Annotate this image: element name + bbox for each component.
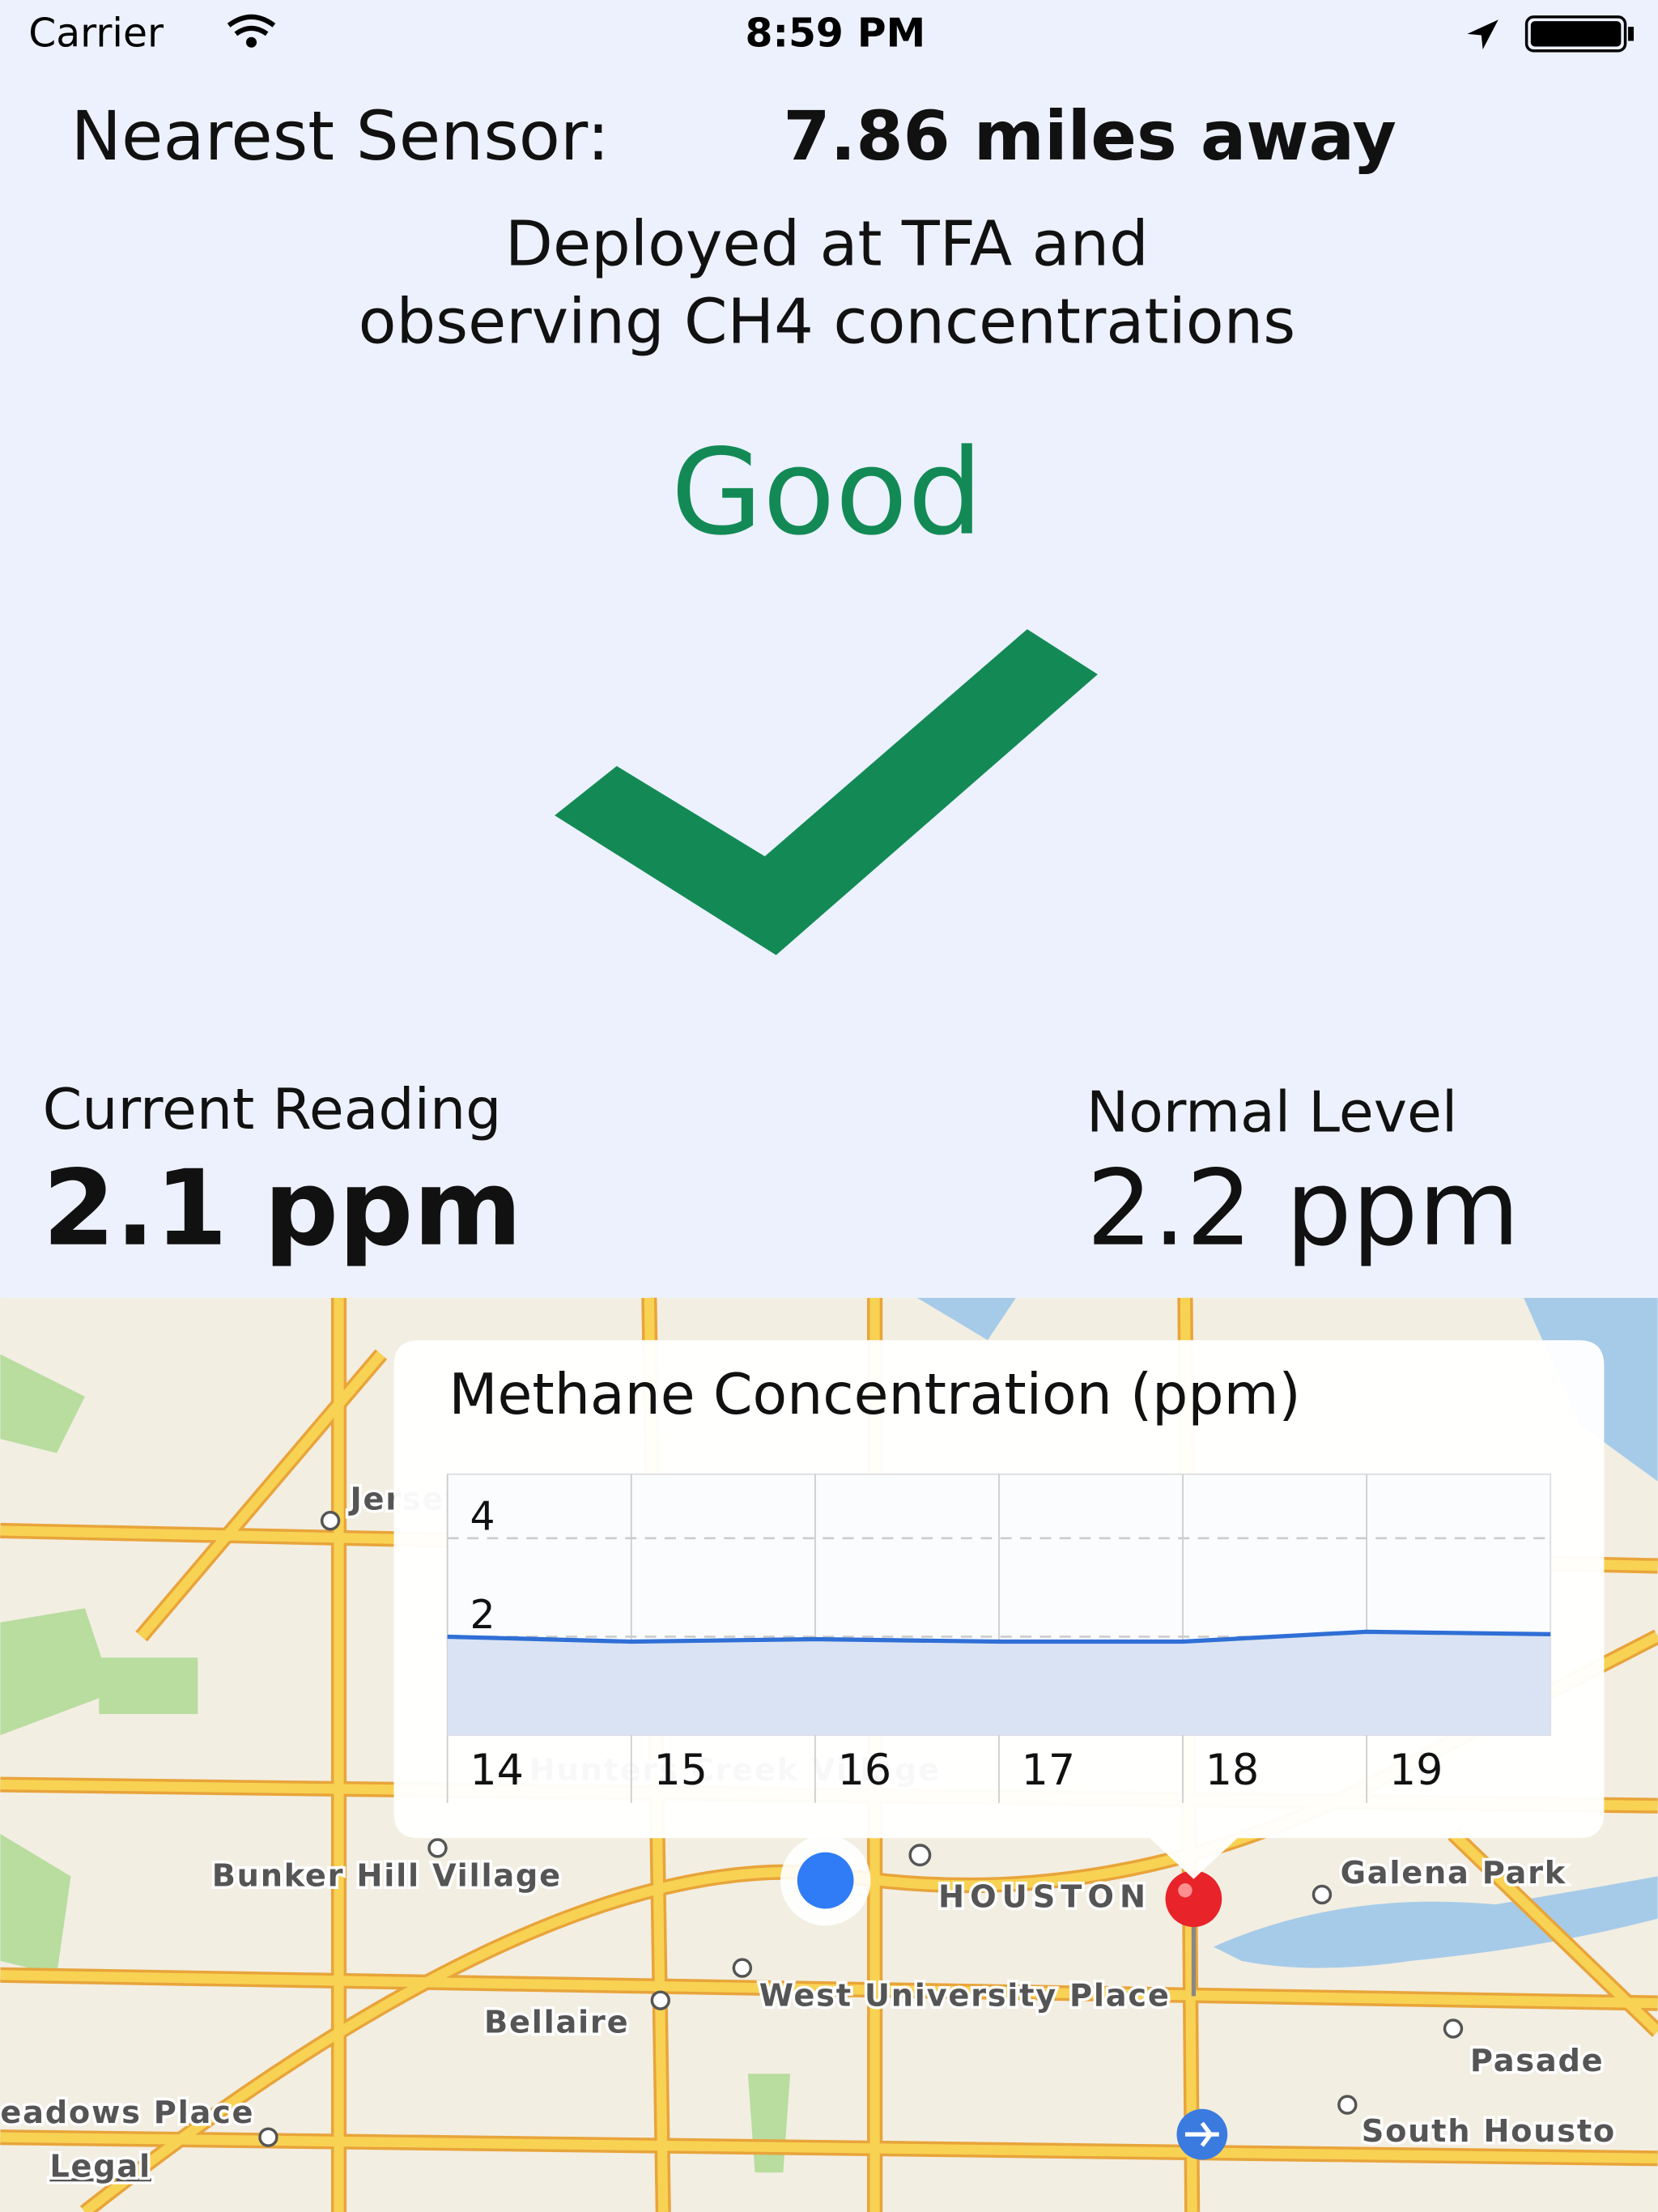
x-tick-label: 18 [1205, 1746, 1260, 1795]
nearest-sensor-distance: 7.86 miles away [783, 96, 1397, 176]
normal-level-label: Normal Level [1086, 1079, 1457, 1145]
checkmark-icon [555, 629, 1098, 955]
nearest-sensor-label: Nearest Sensor: [70, 96, 610, 176]
x-tick-label: 14 [470, 1746, 524, 1795]
description-line: Deployed at TFA and [505, 209, 1149, 281]
description-line: observing CH4 concentrations [359, 286, 1296, 358]
chart: 14 15 16 17 18 19 2 4 [446, 1473, 1552, 1803]
time: 8:59 PM [746, 10, 926, 56]
wifi-icon [227, 14, 276, 48]
map-label: Galena Park [1341, 1855, 1567, 1891]
y-tick-label: 2 [470, 1592, 495, 1638]
normal-level-value: 2.2 ppm [1086, 1148, 1520, 1270]
x-tick-label: 16 [838, 1746, 892, 1795]
map-label: Bunker Hill Village [212, 1858, 562, 1895]
map-label: eadows Place [0, 2095, 254, 2131]
map-label: HOUSTON [938, 1879, 1151, 1916]
y-tick-label: 4 [470, 1493, 495, 1539]
carrier: Carrier [28, 10, 164, 56]
current-reading-label: Current Reading [43, 1077, 502, 1142]
map-label: South Housto [1362, 2113, 1616, 2150]
x-tick-label: 15 [654, 1746, 708, 1795]
battery-icon [1524, 15, 1635, 53]
current-reading-value: 2.1 ppm [43, 1148, 522, 1270]
line [447, 1629, 1551, 1644]
status-text: Good [671, 423, 983, 562]
x-tick-label: 19 [1389, 1746, 1443, 1795]
map-label: Pasade [1470, 2043, 1605, 2079]
map-pin[interactable] [1165, 1870, 1222, 1997]
background [0, 0, 1657, 1298]
area [447, 1631, 1551, 1736]
x-tick-label: 17 [1022, 1746, 1076, 1795]
airport-icon [1176, 2108, 1228, 2160]
map-label: West University Place [759, 1978, 1171, 2014]
place-markers [258, 1511, 1464, 2147]
map-label: Bellaire [484, 2005, 629, 2041]
user-location [780, 1835, 871, 1926]
legal-link[interactable]: Legal [47, 2146, 153, 2188]
location-icon [1467, 19, 1499, 49]
chart-title: Methane Concentration (ppm) [449, 1362, 1300, 1427]
